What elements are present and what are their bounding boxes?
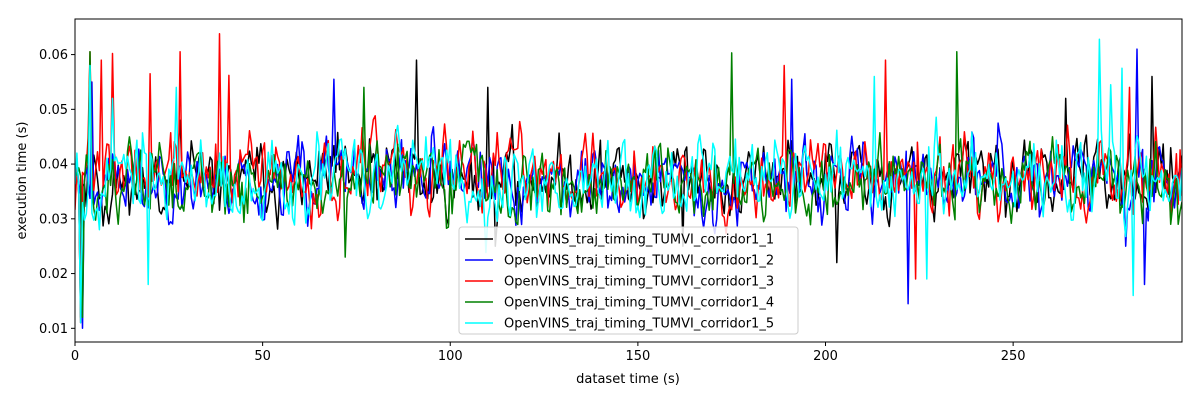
legend-box — [458, 226, 799, 335]
plot-frame — [74, 18, 1183, 343]
y-axis: 0.01 0.02 0.03 0.04 0.05 0.06 — [39, 48, 75, 337]
x-axis-label: dataset time (s) — [576, 372, 680, 387]
y-axis-label: execution time (s) — [15, 122, 30, 240]
y-tick-label: 0.02 — [39, 267, 68, 282]
y-tick-label: 0.06 — [39, 48, 68, 63]
x-tick-label: 50 — [254, 349, 271, 364]
series-line-5 — [75, 38, 1182, 324]
legend-label: OpenVINS_traj_timing_TUMVI_corridor1_5 — [504, 317, 774, 332]
y-tick-label: 0.04 — [39, 158, 68, 173]
x-tick-label: 200 — [813, 349, 838, 364]
legend-label: OpenVINS_traj_timing_TUMVI_corridor1_1 — [504, 233, 774, 248]
series-line-3 — [75, 33, 1182, 324]
legend-label: OpenVINS_traj_timing_TUMVI_corridor1_3 — [504, 275, 774, 290]
y-tick-label: 0.05 — [39, 103, 68, 118]
x-tick-label: 100 — [438, 349, 463, 364]
x-axis: 0 50 100 150 200 250 — [71, 342, 1026, 364]
y-tick-label: 0.01 — [39, 322, 68, 337]
series-layer — [75, 33, 1182, 330]
legend-label: OpenVINS_traj_timing_TUMVI_corridor1_4 — [504, 296, 774, 311]
legend-label: OpenVINS_traj_timing_TUMVI_corridor1_2 — [504, 254, 774, 269]
x-tick-label: 150 — [625, 349, 650, 364]
x-tick-label: 0 — [71, 349, 79, 364]
x-tick-label: 250 — [1001, 349, 1026, 364]
legend: OpenVINS_traj_timing_TUMVI_corridor1_1 Op… — [458, 226, 799, 335]
y-tick-label: 0.03 — [39, 212, 68, 227]
